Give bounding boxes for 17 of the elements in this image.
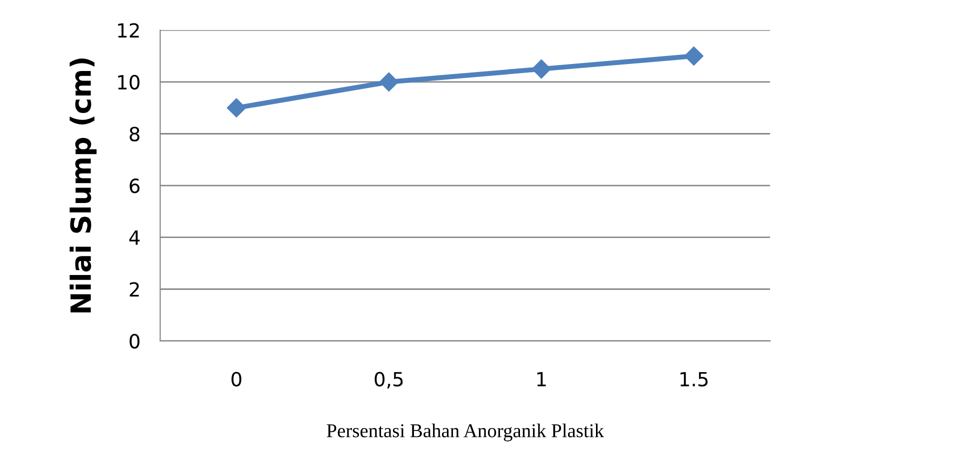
point [226,98,246,118]
point [532,59,551,79]
x-axis-title: Persentasi Bahan Anorganik Plastik [326,424,604,442]
point [379,72,398,92]
y-tick-label: 4 [129,230,140,245]
x-tick-label: 1 [537,372,546,386]
x-tick-label: 1.5 [680,372,708,387]
y-tick-label: 8 [130,126,140,142]
y-axis-title: Nilai Slump (cm) [70,58,97,312]
point [684,46,704,66]
y-tick-label: 0 [130,334,140,349]
y-tick-label: 6 [130,178,140,194]
x-tick-label: 0 [232,372,242,387]
x-tick-label: 0,5 [374,372,403,389]
y-tick-label: 10 [118,74,140,90]
y-tick-label: 2 [130,282,139,297]
y-tick-label: 12 [118,23,139,38]
